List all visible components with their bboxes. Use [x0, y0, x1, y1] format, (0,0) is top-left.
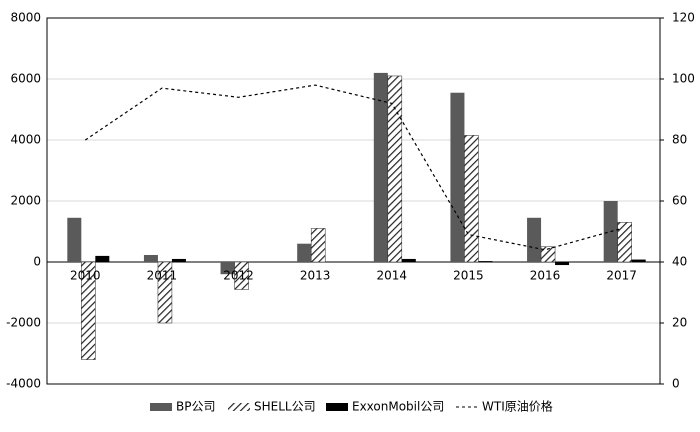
bar	[478, 261, 493, 262]
y2-tick-label: 120	[672, 11, 695, 25]
bar	[95, 255, 110, 262]
bar	[248, 262, 263, 263]
legend-swatch	[326, 403, 348, 411]
bar	[157, 261, 173, 324]
bar	[631, 259, 646, 262]
bar	[81, 261, 96, 360]
bar	[527, 217, 542, 262]
bar	[171, 258, 186, 262]
bar	[540, 246, 556, 263]
bar	[310, 228, 326, 263]
bar	[387, 75, 403, 263]
y-tick-label: 4000	[10, 133, 41, 147]
y2-tick-label: 40	[672, 255, 687, 269]
x-tick-label: 2015	[453, 269, 484, 283]
bar	[555, 262, 570, 266]
y-tick-label: -2000	[6, 316, 41, 330]
y-tick-label: -4000	[6, 377, 41, 391]
bar	[234, 261, 249, 290]
bar	[325, 262, 340, 263]
x-tick-label: 2016	[530, 269, 561, 283]
x-tick-label: 2017	[606, 269, 637, 283]
x-tick-label: 2012	[223, 269, 254, 283]
bar	[401, 258, 416, 262]
x-tick-label: 2010	[70, 269, 101, 283]
bar	[373, 72, 388, 263]
bar	[143, 254, 158, 262]
y2-tick-label: 20	[672, 316, 687, 330]
y-tick-label: 8000	[10, 11, 41, 25]
legend-label: ExxonMobil公司	[352, 400, 444, 414]
legend-swatch	[228, 403, 250, 411]
bar	[297, 243, 312, 262]
bar	[67, 217, 82, 262]
y-tick-label: 2000	[10, 194, 41, 208]
legend-label: BP公司	[176, 400, 215, 414]
legend-label: WTI原油价格	[482, 399, 553, 414]
bar	[617, 222, 632, 263]
y2-tick-label: 60	[672, 194, 687, 208]
legend-label: SHELL公司	[254, 400, 316, 414]
y2-tick-label: 100	[672, 72, 695, 86]
y-tick-label: 0	[33, 255, 41, 269]
bar	[220, 262, 235, 275]
y2-tick-label: 0	[672, 377, 680, 391]
plot-frame	[46, 17, 661, 385]
x-tick-label: 2014	[377, 269, 408, 283]
y2-tick-label: 80	[672, 133, 687, 147]
bar	[464, 135, 479, 263]
x-tick-label: 2011	[147, 269, 178, 283]
line	[84, 84, 622, 251]
x-tick-label: 2013	[300, 269, 331, 283]
legend-swatch	[150, 403, 172, 411]
bar	[450, 92, 465, 262]
y-tick-label: 6000	[10, 72, 41, 86]
